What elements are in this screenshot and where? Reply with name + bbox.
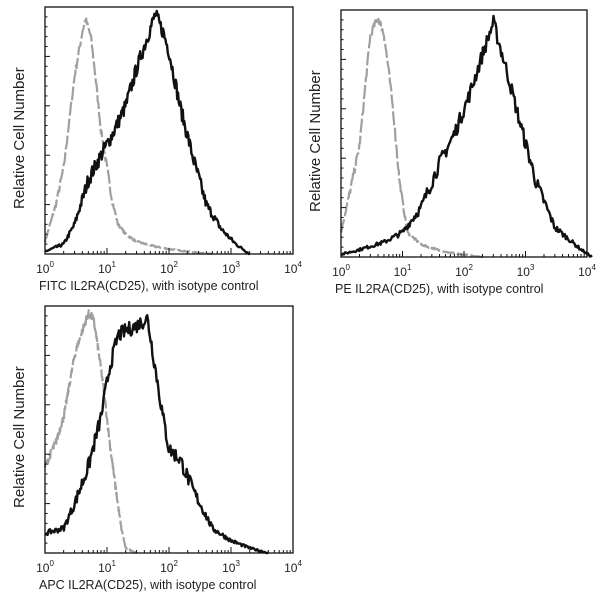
x-tick-label: 100 xyxy=(36,260,54,276)
tick-base: 10 xyxy=(160,262,174,276)
tick-exponent: 0 xyxy=(49,260,54,269)
histogram-pe: 100 101 102 103 104 PE IL2RA(CD25), with isot… xyxy=(307,9,596,296)
sample-curve xyxy=(44,314,269,555)
isotype-control-curve xyxy=(339,16,484,259)
x-tick-label: 104 xyxy=(284,260,302,276)
x-tick-label: 103 xyxy=(222,559,240,575)
isotype-control-curve xyxy=(43,309,138,554)
plot-area xyxy=(43,6,294,256)
tick-exponent: 2 xyxy=(173,559,178,568)
tick-exponent: 0 xyxy=(345,263,350,272)
x-axis-label: APC IL2RA(CD25), with isotype control xyxy=(39,578,257,592)
tick-exponent: 2 xyxy=(468,263,473,272)
tick-base: 10 xyxy=(332,265,346,279)
sample-curve xyxy=(44,9,251,256)
tick-exponent: 0 xyxy=(49,559,54,568)
plot-frame xyxy=(44,305,294,554)
isotype-control-curve xyxy=(43,17,213,255)
tick-base: 10 xyxy=(393,265,407,279)
plot-area xyxy=(339,9,593,259)
x-tick-label: 100 xyxy=(36,559,54,575)
x-tick-label: 101 xyxy=(394,263,412,279)
tick-base: 10 xyxy=(284,262,298,276)
tick-exponent: 1 xyxy=(111,260,116,269)
sample-curve xyxy=(340,14,593,258)
tick-base: 10 xyxy=(578,265,592,279)
x-tick-label: 103 xyxy=(222,260,240,276)
tick-base: 10 xyxy=(98,262,112,276)
plot-area xyxy=(43,305,294,555)
x-tick-label: 101 xyxy=(98,559,116,575)
x-tick-label: 104 xyxy=(578,263,596,279)
x-tick-label: 100 xyxy=(332,263,350,279)
tick-base: 10 xyxy=(98,561,112,575)
histogram-apc: 100 101 102 103 104 APC IL2RA(CD25), with iso… xyxy=(11,305,302,592)
tick-exponent: 4 xyxy=(297,260,302,269)
tick-exponent: 4 xyxy=(297,559,302,568)
tick-exponent: 3 xyxy=(235,559,240,568)
x-tick-label: 102 xyxy=(160,260,178,276)
tick-base: 10 xyxy=(36,262,50,276)
x-tick-label: 103 xyxy=(517,263,535,279)
x-axis-label: FITC IL2RA(CD25), with isotype control xyxy=(39,279,259,293)
tick-exponent: 1 xyxy=(111,559,116,568)
tick-exponent: 2 xyxy=(173,260,178,269)
tick-base: 10 xyxy=(160,561,174,575)
tick-base: 10 xyxy=(516,265,530,279)
x-tick-label: 104 xyxy=(284,559,302,575)
tick-exponent: 4 xyxy=(591,263,596,272)
tick-exponent: 3 xyxy=(235,260,240,269)
x-tick-label: 102 xyxy=(160,559,178,575)
y-axis-label: Relative Cell Number xyxy=(11,366,28,508)
y-axis-label: Relative Cell Number xyxy=(307,70,324,212)
tick-base: 10 xyxy=(36,561,50,575)
x-axis-label: PE IL2RA(CD25), with isotype control xyxy=(335,282,544,296)
tick-exponent: 3 xyxy=(529,263,535,272)
tick-base: 10 xyxy=(222,262,236,276)
tick-exponent: 1 xyxy=(406,263,412,272)
tick-base: 10 xyxy=(222,561,236,575)
x-tick-label: 101 xyxy=(98,260,116,276)
tick-base: 10 xyxy=(284,561,298,575)
histogram-fitc: 100 101 102 103 104 FITC IL2RA(CD25), with is… xyxy=(0,0,302,300)
x-tick-label: 102 xyxy=(455,263,473,279)
tick-base: 10 xyxy=(455,265,469,279)
